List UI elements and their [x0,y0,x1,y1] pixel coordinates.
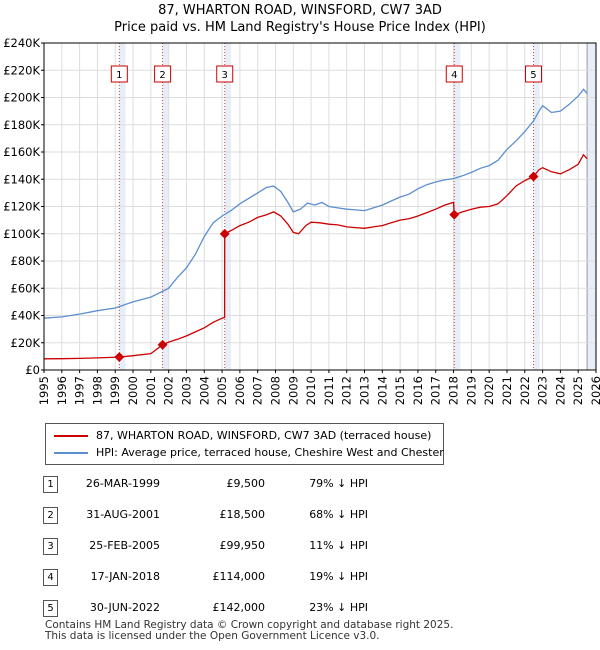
x-tick-label: 2014 [375,376,389,405]
y-tick-label: £20K [11,336,41,350]
x-tick-label: 2025 [571,376,585,405]
x-tick-label: 2018 [447,376,461,405]
x-tick-label: 2020 [482,376,496,405]
x-tick-label: 2001 [144,376,158,405]
legend: 87, WHARTON ROAD, WINSFORD, CW7 3AD (ter… [45,423,444,465]
sale-number-label: 2 [159,70,165,81]
sale-hpi-diff: 68% ↓ HPI [309,508,368,521]
x-tick-label: 2024 [553,376,567,405]
y-tick-label: £160K [3,145,40,159]
legend-item-property: 87, WHARTON ROAD, WINSFORD, CW7 3AD (ter… [54,428,431,444]
x-tick-label: 2000 [126,376,140,405]
sale-number-box [154,65,172,83]
sale-number-badge: 4 [43,569,58,586]
x-tick-label: 1996 [55,376,69,405]
y-tick-label: £40K [11,309,41,323]
sale-point [449,209,460,220]
chart-subtitle: Price paid vs. HM Land Registry's House … [114,20,486,35]
x-tick-label: 2008 [268,376,282,405]
sale-number-box [110,65,128,83]
x-tick-label: 1999 [108,376,122,405]
y-tick-label: £60K [11,281,41,295]
sale-date: 25-FEB-2005 [89,539,160,552]
x-tick-label: 2007 [251,376,265,405]
sale-point [157,339,168,350]
sale-number-label: 4 [451,70,457,81]
x-tick-label: 2017 [429,376,443,405]
sale-date: 26-MAR-1999 [85,477,160,490]
x-tick-label: 2023 [536,376,550,405]
table-row: 1 26-MAR-1999 £9,500 79% ↓ HPI [0,470,600,500]
table-row: 3 25-FEB-2005 £99,950 11% ↓ HPI [0,532,600,562]
sale-number-label: 3 [222,70,228,81]
sale-hpi-diff: 11% ↓ HPI [309,539,368,552]
sale-price: £99,950 [219,539,266,552]
legend-swatch-property [54,435,88,437]
sale-date: 17-JAN-2018 [90,570,160,583]
sale-number-badge: 5 [43,600,58,617]
sale-hpi-diff: 79% ↓ HPI [309,477,368,490]
y-tick-label: £140K [3,172,40,186]
footer-copyright: Contains HM Land Registry data © Crown c… [45,619,454,631]
y-tick-label: £220K [3,63,40,77]
property-price-line [43,153,588,360]
x-tick-label: 2016 [411,376,425,405]
table-row: 4 17-JAN-2018 £114,000 19% ↓ HPI [0,563,600,593]
x-tick-label: 2005 [215,376,229,405]
sale-number-box [445,65,463,83]
x-tick-label: 2015 [393,376,407,405]
y-tick-label: £0 [25,363,40,377]
footer-licence: This data is licensed under the Open Gov… [45,630,380,642]
sale-hpi-diff: 19% ↓ HPI [309,570,368,583]
x-tick-label: 1997 [73,376,87,405]
sale-hpi-diff: 23% ↓ HPI [309,601,368,614]
sale-number-box [524,65,542,83]
price-chart: 1 2 3 4 5 £0 £20K £40K £60K £80K £100K £120K £140K £… [3,36,600,405]
sale-date: 30-JUN-2022 [89,601,160,614]
y-tick-label: £120K [3,200,40,214]
x-tick-label: 2026 [589,376,600,405]
x-tick-label: 1995 [37,376,51,405]
sale-point [528,171,539,182]
y-tick-label: £200K [3,91,40,105]
sale-price: £18,500 [219,508,266,521]
table-row: 5 30-JUN-2022 £142,000 23% ↓ HPI [0,594,600,624]
sale-number-badge: 3 [43,538,58,555]
sale-price: £114,000 [212,570,266,583]
y-tick-label: £240K [3,36,40,50]
sale-point [219,228,230,239]
y-tick-label: £100K [3,227,40,241]
x-tick-label: 2009 [286,376,300,405]
y-tick-label: £180K [3,118,40,132]
x-tick-label: 2006 [233,376,247,405]
sale-number-box [216,65,234,83]
y-tick-label: £80K [11,254,41,268]
chart-title: 87, WHARTON ROAD, WINSFORD, CW7 3AD [158,3,442,18]
sale-number-label: 1 [116,70,122,81]
x-tick-label: 2003 [179,376,193,405]
x-tick-label: 2019 [464,376,478,405]
x-tick-label: 2013 [358,376,372,405]
sale-date: 31-AUG-2001 [86,508,160,521]
sale-price: £9,500 [226,477,266,490]
legend-label-property: 87, WHARTON ROAD, WINSFORD, CW7 3AD (ter… [96,429,432,442]
legend-label-hpi: HPI: Average price, terraced house, Ches… [96,446,444,459]
table-row: 2 31-AUG-2001 £18,500 68% ↓ HPI [0,501,600,531]
x-tick-label: 2022 [518,376,532,405]
x-tick-label: 2021 [500,376,514,405]
x-tick-label: 2004 [197,376,211,405]
legend-item-hpi: HPI: Average price, terraced house, Ches… [54,445,444,461]
x-tick-label: 2010 [304,376,318,405]
x-tick-label: 2002 [162,376,176,405]
x-tick-label: 1998 [90,376,104,405]
sale-number-label: 5 [530,70,536,81]
sale-price: £142,000 [212,601,266,614]
sale-number-badge: 2 [43,507,58,524]
sale-number-badge: 1 [43,476,58,493]
x-tick-label: 2012 [340,376,354,405]
x-tick-label: 2011 [322,376,336,405]
legend-swatch-hpi [54,452,88,454]
hpi-line [43,88,588,319]
